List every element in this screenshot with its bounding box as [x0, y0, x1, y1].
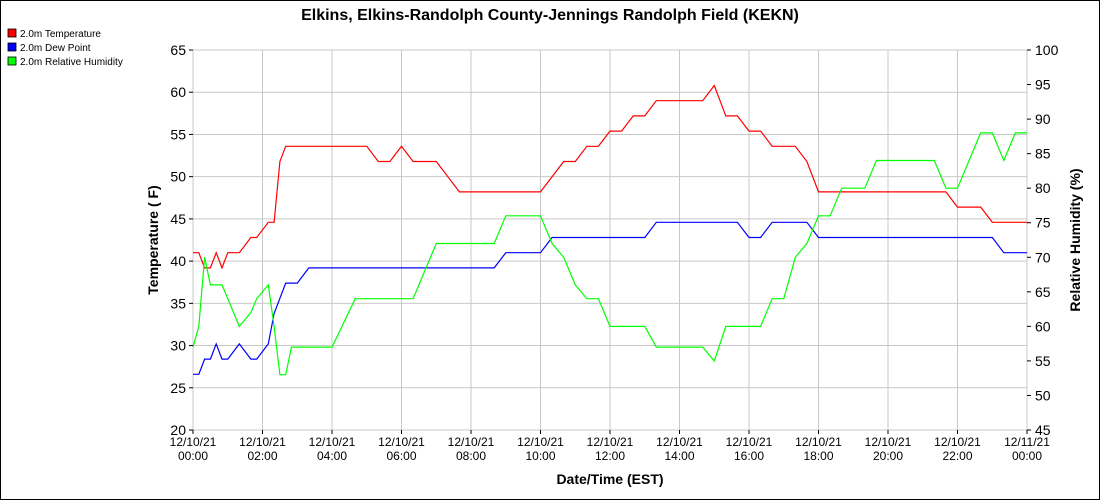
- y2-tick-label: 45: [1035, 422, 1051, 438]
- legend-label: 2.0m Dew Point: [20, 43, 91, 54]
- x-tick-date: 12/10/21: [239, 435, 286, 449]
- y2-tick-label: 70: [1035, 249, 1051, 265]
- y-tick-label: 55: [170, 126, 186, 142]
- y2-axis-ticks: 45 50 55 60 65 70 75 80 85 90 95 100: [1027, 42, 1059, 438]
- y2-tick-label: 95: [1035, 77, 1051, 93]
- x-tick-time: 02:00: [247, 449, 277, 463]
- x-tick-time: 04:00: [317, 449, 347, 463]
- x-tick-date: 12/10/21: [378, 435, 425, 449]
- series-layer: [192, 84, 1027, 376]
- y-tick-label: 20: [170, 422, 186, 438]
- x-axis-title: Date/Time (EST): [556, 471, 663, 487]
- legend-label: 2.0m Relative Humidity: [20, 57, 123, 68]
- x-tick-time: 08:00: [456, 449, 486, 463]
- y2-tick-label: 60: [1035, 318, 1051, 334]
- series-line-2-0m-relative-humidity: [192, 132, 1027, 376]
- series-line-2-0m-temperature: [193, 84, 1027, 270]
- x-tick-time: 18:00: [803, 449, 833, 463]
- x-tick-date: 12/10/21: [726, 435, 773, 449]
- legend-label: 2.0m Temperature: [20, 29, 101, 40]
- x-tick-date: 12/11/21: [1004, 435, 1050, 449]
- series-line-2-0m-dew-point: [193, 221, 1027, 375]
- y-tick-label: 30: [170, 338, 186, 354]
- x-tick-date: 12/10/21: [448, 435, 495, 449]
- chart-title: Elkins, Elkins-Randolph County-Jennings …: [301, 7, 799, 24]
- y2-tick-label: 75: [1035, 215, 1051, 231]
- y-tick-label: 35: [170, 295, 186, 311]
- x-axis-ticks: 12/10/2100:0012/10/2102:0012/10/2104:001…: [170, 430, 1050, 463]
- y-tick-label: 60: [170, 84, 186, 100]
- y2-tick-label: 80: [1035, 180, 1051, 196]
- x-tick-time: 22:00: [942, 449, 972, 463]
- y2-tick-label: 55: [1035, 353, 1051, 369]
- grid: [192, 49, 1028, 431]
- x-tick-time: 16:00: [734, 449, 764, 463]
- x-tick-time: 00:00: [178, 449, 208, 463]
- y-tick-label: 65: [170, 42, 186, 58]
- x-tick-date: 12/10/21: [309, 435, 356, 449]
- y-tick-label: 45: [170, 211, 186, 227]
- x-tick-time: 14:00: [664, 449, 694, 463]
- x-tick-time: 12:00: [595, 449, 625, 463]
- x-tick-date: 12/10/21: [795, 435, 842, 449]
- x-tick-date: 12/10/21: [170, 435, 217, 449]
- y-axis-ticks: 20 25 30 35 40 45 50 55 60 65: [170, 42, 193, 438]
- y2-tick-label: 90: [1035, 111, 1051, 127]
- y-tick-label: 40: [170, 253, 186, 269]
- y2-tick-label: 85: [1035, 146, 1051, 162]
- y-tick-label: 50: [170, 169, 186, 185]
- x-tick-date: 12/10/21: [656, 435, 703, 449]
- legend-swatch: [7, 28, 17, 38]
- y2-axis-title: Relative Humidity (%): [1067, 168, 1083, 311]
- x-tick-time: 06:00: [386, 449, 416, 463]
- y-tick-label: 25: [170, 380, 186, 396]
- x-tick-date: 12/10/21: [934, 435, 981, 449]
- y-axis-title: Temperature ( F): [145, 185, 161, 294]
- y2-tick-label: 50: [1035, 387, 1051, 403]
- y2-tick-label: 100: [1035, 42, 1059, 58]
- legend-swatch: [7, 56, 17, 66]
- x-tick-time: 10:00: [525, 449, 555, 463]
- x-tick-date: 12/10/21: [587, 435, 634, 449]
- x-tick-time: 20:00: [873, 449, 903, 463]
- x-tick-date: 12/10/21: [517, 435, 564, 449]
- x-tick-date: 12/10/21: [865, 435, 912, 449]
- legend: 2.0m Temperature 2.0m Dew Point 2.0m Relat…: [7, 28, 123, 68]
- y2-tick-label: 65: [1035, 284, 1051, 300]
- legend-swatch: [7, 42, 17, 52]
- x-tick-time: 00:00: [1012, 449, 1042, 463]
